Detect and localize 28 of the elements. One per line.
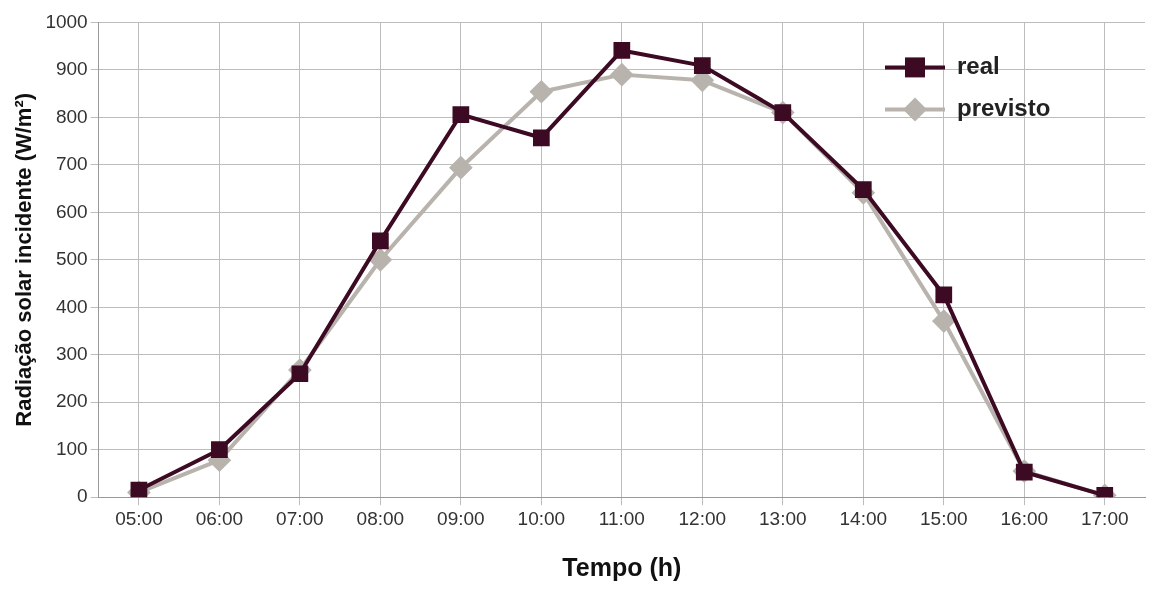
- y-tick-label: 100: [55, 437, 88, 459]
- y-tick-label: 200: [55, 390, 88, 412]
- x-tick-label: 09:00: [437, 507, 485, 529]
- y-tick-label: 0: [77, 485, 88, 507]
- x-tick-label: 12:00: [678, 507, 727, 529]
- x-tick-label: 08:00: [356, 507, 405, 529]
- x-tick-label: 06:00: [195, 507, 244, 529]
- legend-label: real: [957, 52, 1000, 80]
- y-tick-label: 700: [55, 153, 88, 175]
- y-tick-label: 1000: [45, 10, 88, 32]
- y-tick-label: 400: [55, 295, 88, 317]
- y-tick-label: 800: [55, 105, 88, 127]
- x-tick-label: 13:00: [759, 507, 807, 529]
- y-tick-label: 300: [55, 342, 88, 364]
- y-tick-label: 900: [55, 58, 88, 80]
- y-axis-title: Radiação solar incidente (W/m²): [11, 92, 37, 427]
- legend-label: previsto: [957, 94, 1051, 122]
- x-axis-title: Tempo (h): [562, 552, 682, 581]
- x-tick-label: 11:00: [598, 507, 645, 529]
- x-tick-label: 05:00: [115, 507, 163, 529]
- x-tick-label: 15:00: [920, 507, 968, 529]
- x-tick-label: 10:00: [517, 507, 566, 529]
- x-tick-label: 17:00: [1080, 507, 1129, 529]
- y-tick-label: 600: [55, 200, 88, 222]
- x-tick-label: 16:00: [1000, 507, 1049, 529]
- x-tick-label: 14:00: [839, 507, 888, 529]
- y-tick-label: 500: [55, 248, 88, 270]
- x-tick-label: 07:00: [276, 507, 324, 529]
